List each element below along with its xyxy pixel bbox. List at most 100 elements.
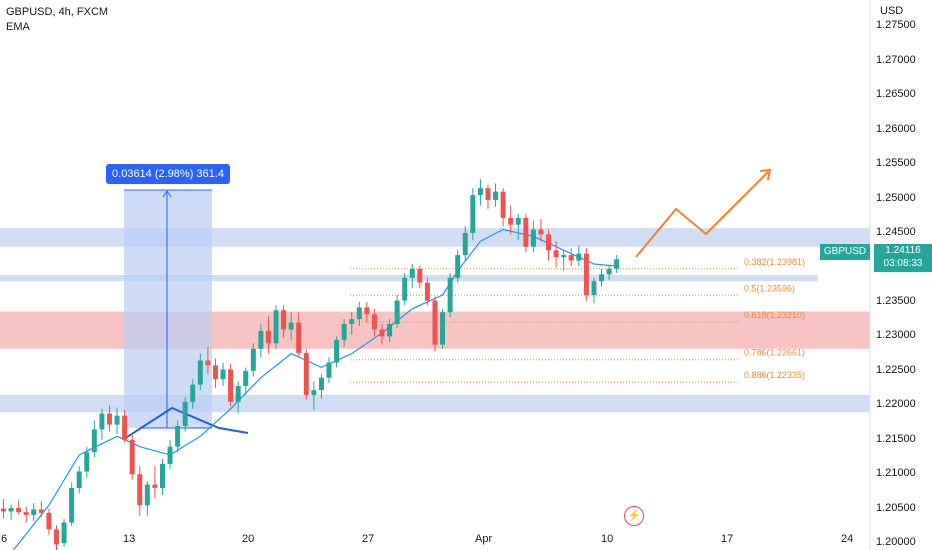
candle [99,408,105,440]
candle-body [394,300,400,324]
candle [122,410,128,443]
fib-label-0: 0.382(1.23981) [744,257,805,267]
candle [167,439,173,469]
candle [205,346,211,375]
candle [175,420,181,453]
flash-icon[interactable]: ⚡ [624,506,644,526]
candle [8,504,14,520]
price-tick-label: 1.24500 [876,225,916,238]
candle-body [303,352,309,395]
candle [477,179,483,206]
candle-body [477,188,483,196]
candle-body [182,401,188,426]
price-tick-label: 1.21500 [876,432,916,445]
candle [16,500,22,515]
candle [212,358,218,389]
candle [46,508,52,535]
candle-body [114,415,120,425]
candle [182,397,188,432]
candle-body [167,446,173,464]
candle-body [197,360,203,385]
candle [614,255,620,273]
candle [84,446,90,478]
time-tick-label: 20 [242,533,255,545]
price-tick-label: 1.22500 [876,363,916,376]
candle-body [606,268,612,275]
candle [515,213,521,240]
candle [591,277,597,304]
time-tick-label: 13 [123,533,136,545]
candle-body [508,217,514,225]
time-tick-label: 6 [1,533,8,545]
candle-body [599,274,605,282]
candle-body [568,255,574,261]
candle [243,367,249,395]
candle-body [417,268,423,283]
fib-label-4: 0.886(1.22335) [744,370,805,380]
candle [1,499,6,519]
candle-body [485,188,491,200]
candle-body [334,339,340,363]
candle-body [152,484,158,489]
candle [447,272,453,318]
candle [485,184,491,209]
candle-body [61,522,67,544]
candle-body [265,330,271,344]
candle [356,301,362,327]
time-tick-label: 24 [841,533,854,545]
candle [424,277,430,306]
candle-body [243,370,249,387]
price-tick-label: 1.25000 [876,191,916,204]
candle-body [409,268,415,278]
candle-body [228,369,234,402]
candle-body [205,360,211,366]
candle-body [515,217,521,225]
fib-label-1: 0.5(1.23596) [744,283,795,293]
candle-body [220,369,226,380]
indicator-label[interactable]: EMA [6,21,30,33]
candle-body [106,413,112,425]
candle-body [46,512,52,530]
candle-body [371,314,377,330]
candle-countdown: 03:08:33 [883,258,923,269]
candle-body [614,259,620,269]
candle [38,501,44,517]
time-tick-label: 10 [601,533,614,545]
price-tick-label: 1.27000 [876,53,916,66]
candle-body [99,413,105,430]
candle [197,353,203,391]
candle-body [31,509,37,515]
candle [69,482,75,526]
candle [137,465,143,516]
candle [106,405,112,432]
candle-body [318,377,324,391]
price-tick-label: 1.25500 [876,157,916,170]
candle [152,465,158,499]
candle-body [273,310,279,344]
candle-body [258,330,264,349]
candle-body [432,300,438,345]
candle [583,248,589,301]
candle-body [16,508,22,513]
candle-body [583,253,589,296]
candle-body [561,255,567,258]
candle-body [76,471,82,489]
candle [530,220,536,253]
candle-body [553,250,559,258]
candle-body [462,232,468,256]
candle [349,312,355,336]
candle [228,363,234,407]
candle [326,357,332,384]
candle-body [349,319,355,324]
candle [273,305,279,349]
candle [387,319,393,342]
candle-body [387,323,393,337]
candle [190,379,196,409]
candle [303,348,309,400]
candle [546,229,552,261]
fib-label-3: 0.786(1.22661) [744,348,805,358]
candle-body [250,348,256,371]
candle [250,343,256,377]
